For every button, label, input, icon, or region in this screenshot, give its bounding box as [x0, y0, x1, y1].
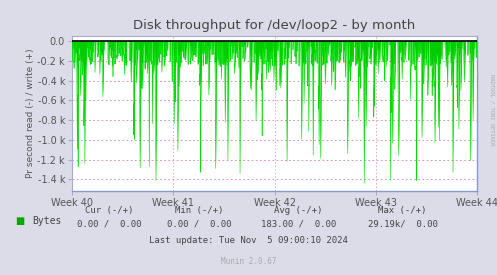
Text: 0.00 /  0.00: 0.00 / 0.00	[166, 220, 231, 229]
Text: Last update: Tue Nov  5 09:00:10 2024: Last update: Tue Nov 5 09:00:10 2024	[149, 236, 348, 245]
Text: Munin 2.0.67: Munin 2.0.67	[221, 257, 276, 266]
Text: 0.00 /  0.00: 0.00 / 0.00	[77, 220, 142, 229]
Text: Avg (-/+): Avg (-/+)	[274, 206, 323, 215]
Text: Cur (-/+): Cur (-/+)	[85, 206, 134, 215]
Text: Max (-/+): Max (-/+)	[378, 206, 427, 215]
Text: ■: ■	[15, 216, 24, 226]
Text: Min (-/+): Min (-/+)	[174, 206, 223, 215]
Y-axis label: Pr second read (-) / write (+): Pr second read (-) / write (+)	[26, 49, 35, 178]
Text: 183.00 /  0.00: 183.00 / 0.00	[260, 220, 336, 229]
Text: 29.19k/  0.00: 29.19k/ 0.00	[368, 220, 437, 229]
Text: RRDTOOL / TOBI OETIKER: RRDTOOL / TOBI OETIKER	[490, 74, 495, 146]
Text: Bytes: Bytes	[32, 216, 62, 226]
Title: Disk throughput for /dev/loop2 - by month: Disk throughput for /dev/loop2 - by mont…	[134, 19, 415, 32]
